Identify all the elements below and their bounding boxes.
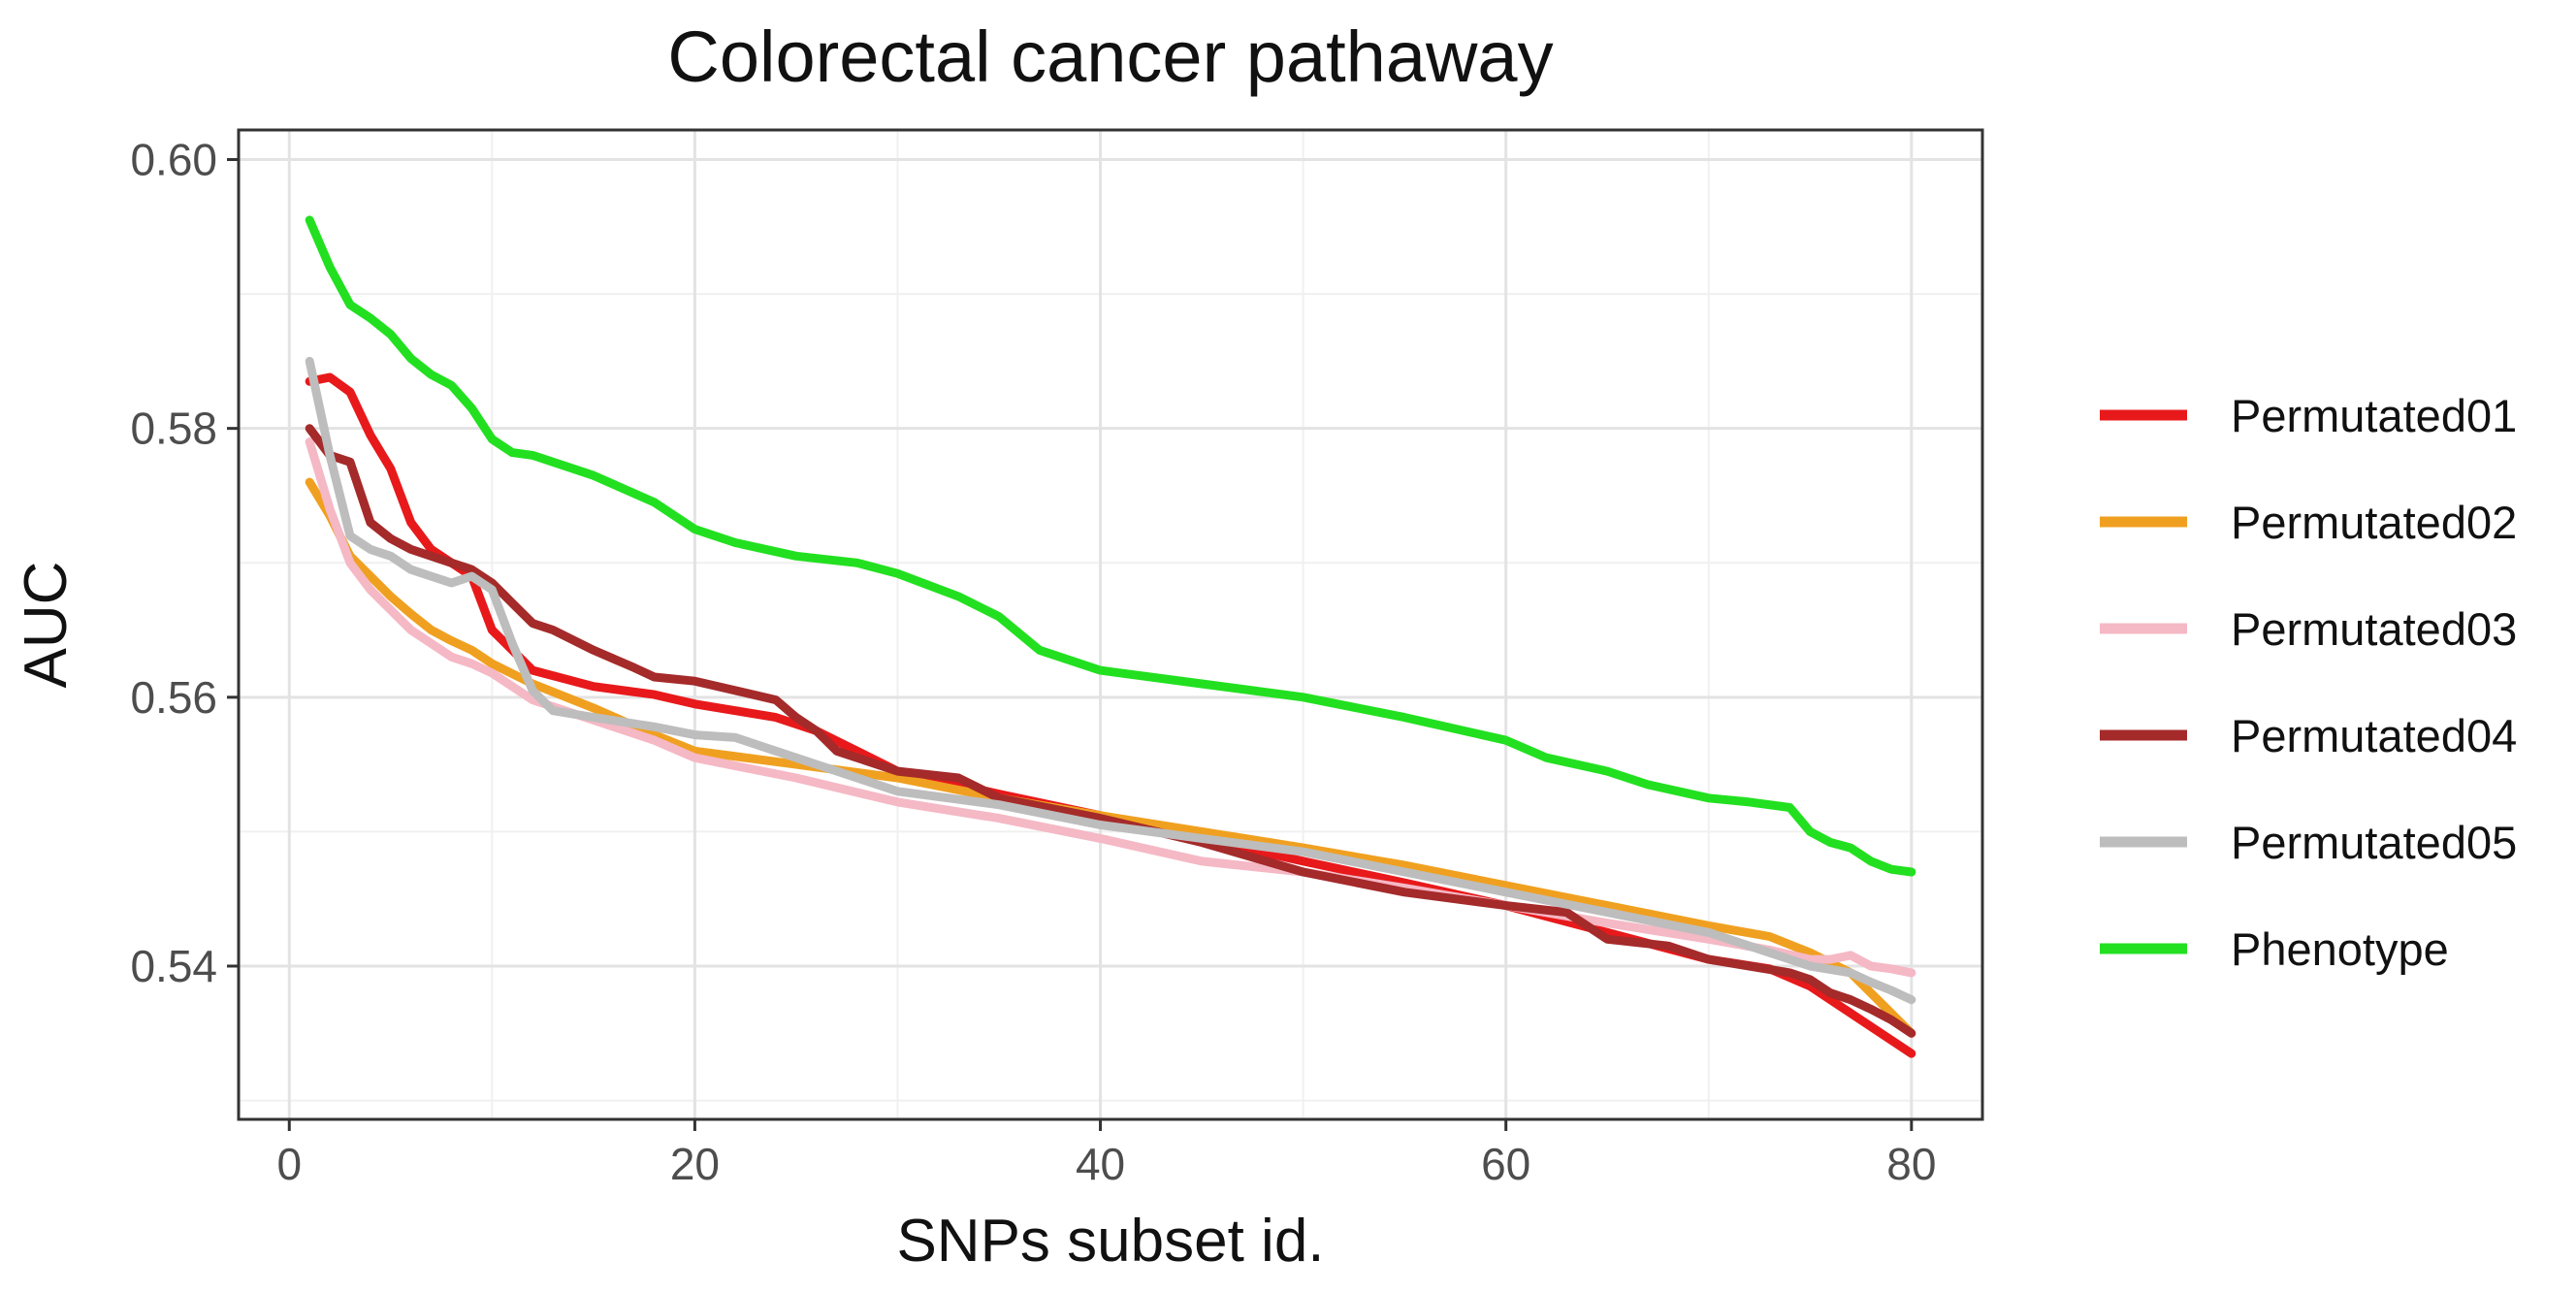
- legend-label-permutated05: Permutated05: [2231, 817, 2517, 868]
- x-axis-title: SNPs subset id.: [896, 1208, 1324, 1275]
- plot-background: [239, 130, 1982, 1119]
- y-axis-title: AUC: [13, 562, 80, 689]
- legend-label-permutated03: Permutated03: [2231, 603, 2517, 655]
- series-line-permutated03: [305, 437, 1916, 978]
- plot-area: [237, 128, 1984, 1121]
- series-line-permutated05: [305, 356, 1916, 1005]
- legend-label-permutated01: Permutated01: [2231, 390, 2517, 441]
- plot-border: [237, 128, 1984, 1121]
- series-lines: [305, 215, 1916, 1058]
- legend-label-permutated04: Permutated04: [2231, 710, 2517, 761]
- legend-label-phenotype: Phenotype: [2231, 923, 2449, 975]
- x-tick-label: 60: [1481, 1139, 1530, 1189]
- y-tick-label: 0.60: [130, 134, 217, 184]
- y-tick-label: 0.56: [130, 672, 217, 723]
- x-tick-label: 80: [1886, 1139, 1936, 1189]
- x-tick-label: 0: [276, 1139, 302, 1189]
- y-tick-label: 0.58: [130, 404, 217, 454]
- series-line-permutated04: [305, 424, 1916, 1038]
- series-line-phenotype: [305, 215, 1916, 877]
- legend-label-permutated02: Permutated02: [2231, 497, 2517, 548]
- y-tick-label: 0.54: [130, 941, 217, 991]
- grid: [239, 130, 1982, 1119]
- x-tick-label: 40: [1076, 1139, 1125, 1189]
- legend: Permutated01 Permutated02 Permutated03 Perm…: [2100, 390, 2517, 975]
- chart-title: Colorectal cancer pathaway: [667, 16, 1553, 97]
- x-tick-label: 20: [670, 1139, 720, 1189]
- x-axis-ticks: 0 20 40 60 80: [276, 1119, 1936, 1189]
- y-axis-ticks: 0.54 0.56 0.58 0.60: [130, 134, 239, 991]
